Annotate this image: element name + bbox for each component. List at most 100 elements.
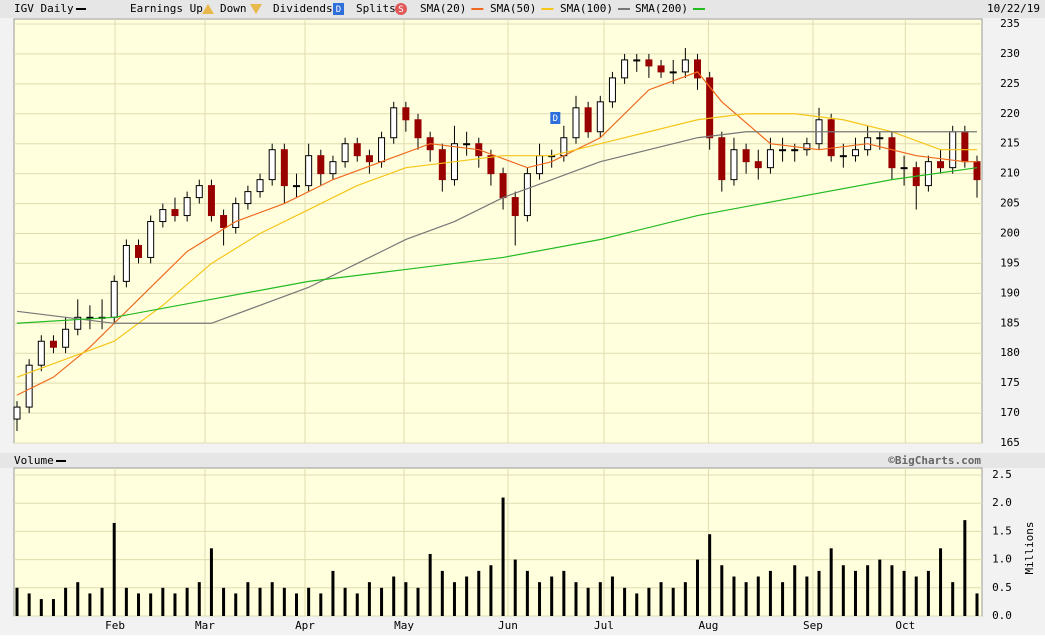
y-tick-label: 190 [1000,286,1020,299]
candle-body [195,185,203,199]
volume-bar [39,599,43,616]
y-tick-label: 2.0 [992,496,1012,509]
candle-body [779,149,787,152]
y-tick-label: 175 [1000,376,1020,389]
volume-bar [173,593,177,616]
candle-body [523,173,531,217]
x-tick-label: Jul [594,619,614,632]
marker-label: Splits [356,2,396,15]
volume-bar [343,587,347,616]
volume-bar [829,548,833,616]
volume-bar [76,582,80,616]
candle-body [244,191,252,205]
candle-body [973,161,981,181]
y-tick-label: 0.0 [992,609,1012,622]
volume-bar [258,587,262,616]
legend-label: SMA(200) [635,2,688,15]
volume-bar [623,587,627,616]
volume-bar [209,548,213,616]
candle-body [37,340,45,366]
y-tick-label: 215 [1000,137,1020,150]
volume-bar [428,553,432,616]
candle-body [317,155,325,175]
candle-body [742,149,750,163]
y-axis-label: Millions [1023,522,1036,575]
volume-bar [100,587,104,616]
volume-bar [294,593,298,616]
volume-bar [853,570,857,616]
candle-body [147,221,155,258]
candle-body [390,107,398,139]
candle-body [681,59,689,73]
y-tick-label: 1.0 [992,553,1012,566]
x-tick-label: Apr [295,619,315,632]
candle-body [122,244,130,282]
volume-bar [817,570,821,616]
volume-bar [51,599,55,616]
sma-line [16,131,977,324]
volume-bar [440,570,444,616]
y-tick-label: 2.5 [992,468,1012,481]
candle-body [13,406,21,420]
volume-bar [112,522,116,616]
candle-body [62,328,70,348]
y-tick-label: 210 [1000,167,1020,180]
y-tick-label: 225 [1000,77,1020,90]
candle-body [572,107,580,139]
volume-bar [88,593,92,616]
volume-bar [926,570,930,616]
volume-bar [392,576,396,616]
volume-bar [708,534,712,616]
candle-body [329,161,337,175]
chart-date: 10/22/19 [987,2,1040,15]
candle-body [110,280,118,318]
candle-body [232,203,240,229]
volume-bar [404,582,408,616]
volume-bar [538,582,542,616]
volume-bar [586,587,590,616]
volume-bar [149,593,153,616]
candle-body [584,107,592,133]
candle-body [438,149,446,181]
volume-bar [380,587,384,616]
candle-body [876,137,884,140]
candle-body [657,65,665,73]
candle-body [511,197,519,217]
marker-label: Down [220,2,247,15]
candle-body [645,59,653,67]
candle-body [706,77,714,139]
sma-line [16,167,978,324]
volume-bar [768,570,772,616]
y-tick-label: 170 [1000,406,1020,419]
y-tick-label: 185 [1000,316,1020,329]
volume-bar [659,582,663,616]
volume-bar [161,587,165,616]
volume-bar [270,582,274,616]
volume-header-bar [0,453,1045,468]
candle-body [718,137,726,181]
chart-title: IGV Daily [14,2,74,15]
volume-bar [975,593,979,616]
candle-body [754,161,762,169]
volume-bar [671,587,675,616]
x-tick-label: May [394,619,414,632]
volume-bar [234,593,238,616]
candle-body [183,197,191,217]
candle-body [378,137,386,163]
price-panel [13,18,983,444]
dividend-icon-label: D [336,5,341,15]
candle-body [268,149,276,181]
candle-body [159,209,167,223]
candle-body [463,143,471,146]
sma-line [16,113,977,378]
marker-label: Earnings Up [130,2,203,15]
y-tick-label: 205 [1000,197,1020,210]
dividend-marker-label: D [553,114,558,124]
candle-body [135,244,143,258]
candle-body [937,161,945,169]
volume-bar [331,570,335,616]
sma-line [16,71,977,396]
volume-bar [477,570,481,616]
volume-bar [185,587,189,616]
volume-bar [525,570,529,616]
